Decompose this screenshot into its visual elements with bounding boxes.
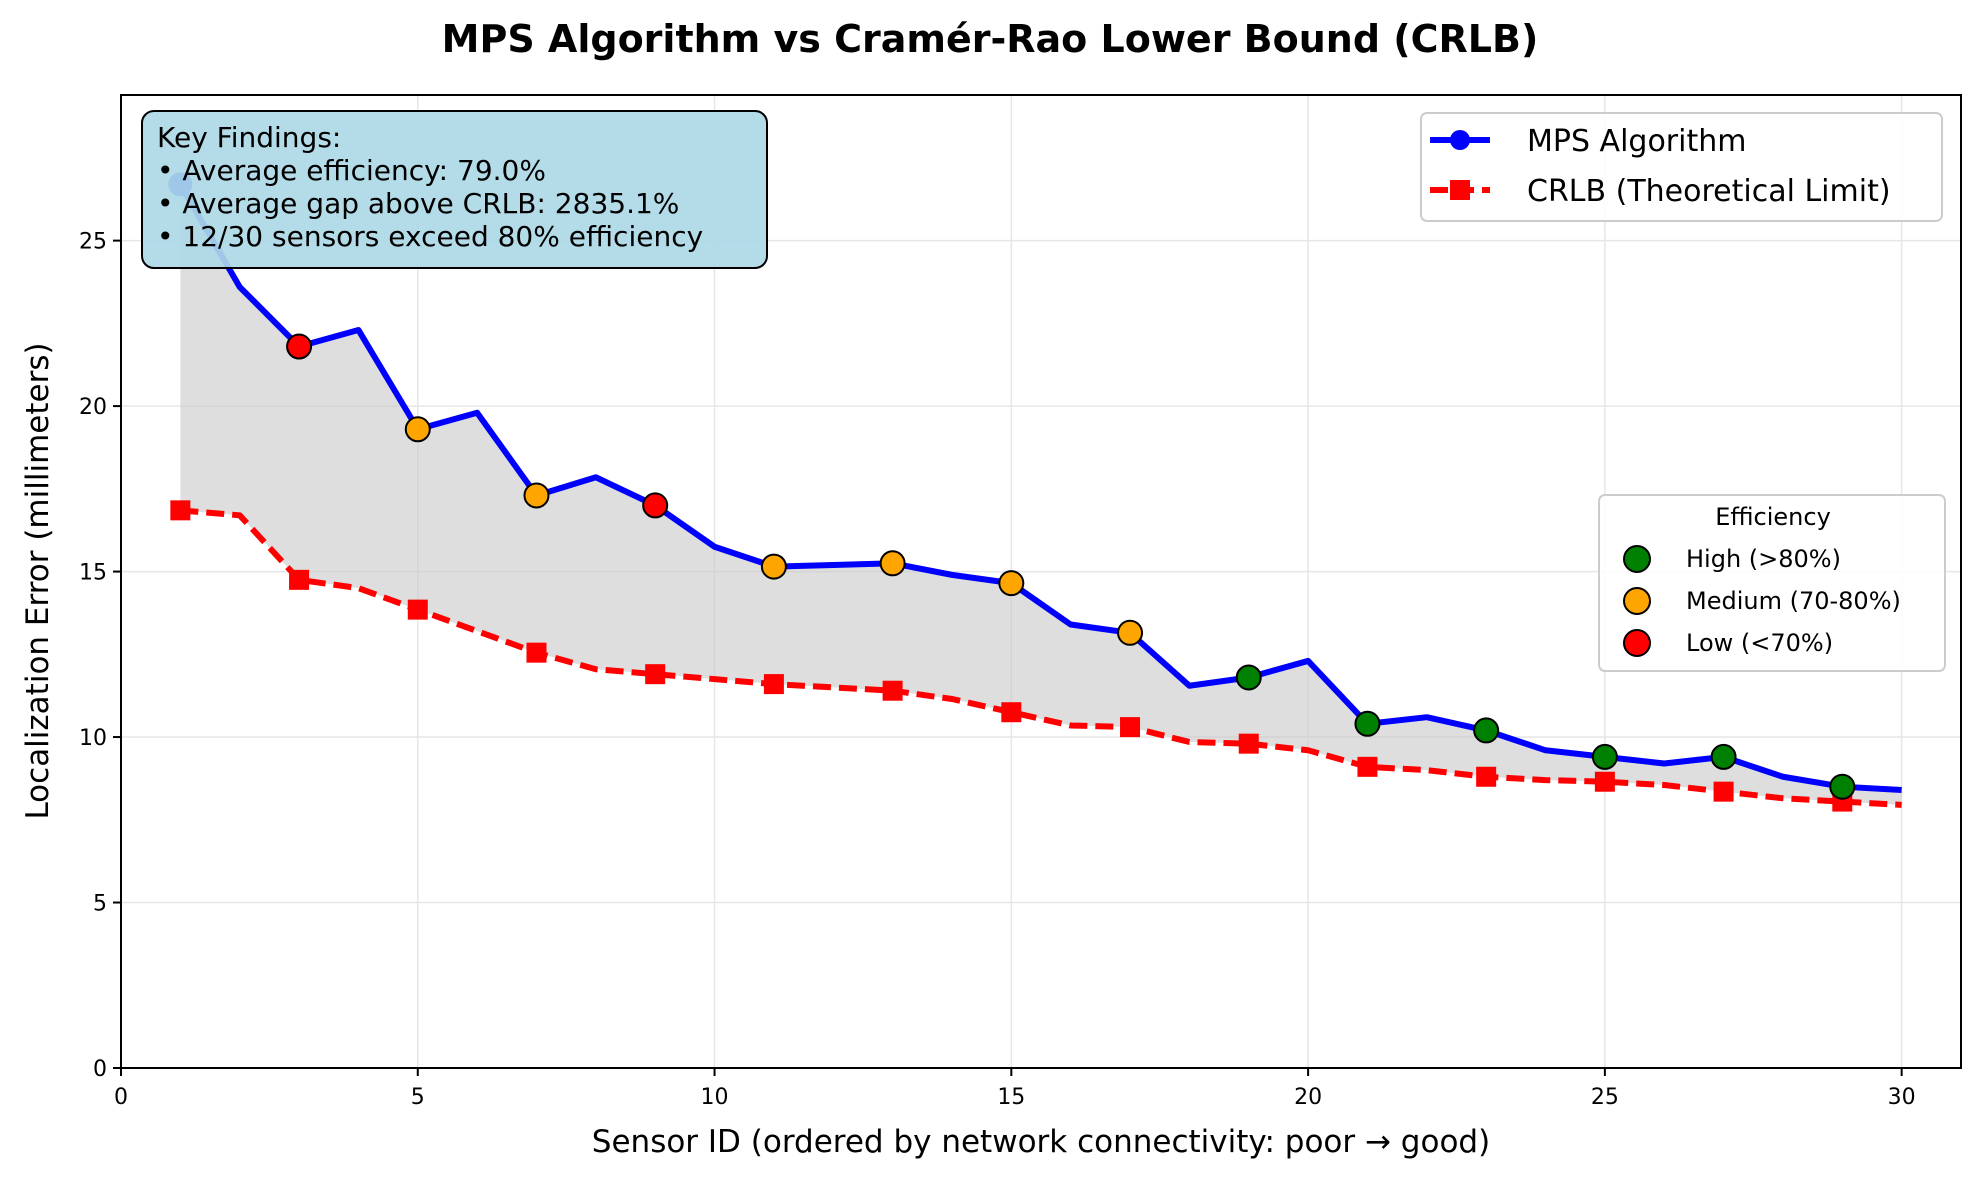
key-findings-box: Key Findings: • Average efficiency: 79.0… [141,110,768,269]
efficiency-legend-high-label: High (>80%) [1686,545,1841,573]
efficiency-marker [1235,664,1262,691]
efficiency-marker [1591,743,1618,770]
key-findings-efficiency: • Average efficiency: 79.0% [157,154,546,187]
crlb-point [170,500,191,521]
efficiency-marker [404,416,431,443]
efficiency-marker [1829,773,1856,800]
key-findings-sensors: • 12/30 sensors exceed 80% efficiency [157,220,703,253]
efficiency-marker [1354,710,1381,737]
efficiency-marker [1710,743,1737,770]
efficiency-marker [998,570,1025,597]
y-axis-title: Localization Error (millimeters) [20,342,56,819]
legend-crlb-marker [1450,180,1470,200]
y-tick-label: 0 [93,1057,107,1082]
legend-crlb-label: CRLB (Theoretical Limit) [1527,174,1891,209]
chart-title: MPS Algorithm vs Cramér-Rao Lower Bound … [442,17,1539,61]
key-findings-heading: Key Findings: [157,121,341,154]
efficiency-legend-medium-marker [1623,587,1651,615]
x-axis-title: Sensor ID (ordered by network connectivi… [592,1124,1490,1160]
efficiency-legend-low-marker [1623,629,1651,657]
y-tick-label: 15 [79,561,107,586]
efficiency-legend-medium-label: Medium (70-80%) [1686,587,1901,615]
efficiency-legend-title: Efficiency [1715,503,1831,531]
y-tick-label: 10 [79,726,107,751]
crlb-point [289,569,310,590]
series-legend: MPS Algorithm CRLB (Theoretical Limit) [1420,112,1943,222]
crlb-point [1594,771,1615,792]
efficiency-marker [760,553,787,580]
x-tick-label: 15 [997,1085,1025,1110]
efficiency-marker [879,550,906,577]
crlb-point [1238,733,1259,754]
x-tick-label: 10 [701,1085,729,1110]
crlb-point [882,680,903,701]
crlb-point [1001,702,1022,723]
crlb-point [526,642,547,663]
efficiency-marker [286,333,313,360]
legend-mps-marker [1450,130,1470,150]
y-tick-label: 20 [79,395,107,420]
legend-mps-label: MPS Algorithm [1527,124,1746,159]
efficiency-legend: Efficiency High (>80%) Medium (70-80%) L… [1598,494,1946,672]
crlb-point [1713,781,1734,802]
x-tick-label: 20 [1294,1085,1322,1110]
crlb-point [645,664,666,685]
crlb-point [1120,717,1141,738]
crlb-point [407,599,428,620]
x-tick-label: 25 [1591,1085,1619,1110]
efficiency-marker [1117,619,1144,646]
efficiency-legend-high-marker [1623,545,1651,573]
series-legend-frame [1420,112,1943,222]
y-tick-label: 25 [79,230,107,255]
gap-fill-area [180,184,1902,805]
efficiency-legend-frame [1598,494,1946,672]
efficiency-marker [523,482,550,509]
axis-ticks: 0 5 10 15 20 25 30 0 5 10 15 20 25 [79,230,1916,1110]
x-tick-label: 5 [411,1085,425,1110]
efficiency-marker [642,492,669,519]
x-tick-label: 30 [1888,1085,1916,1110]
fill-between-area [180,184,1902,805]
efficiency-markers [286,333,1856,800]
key-findings-gap: • Average gap above CRLB: 2835.1% [157,187,679,220]
crlb-point [763,674,784,695]
crlb-point [1357,756,1378,777]
plot-frame [120,94,1962,1069]
crlb-point [1476,766,1497,787]
efficiency-legend-low-label: Low (<70%) [1686,629,1833,657]
x-tick-label: 0 [114,1085,128,1110]
key-findings-background [141,110,768,269]
efficiency-marker [1473,717,1500,744]
y-tick-label: 5 [93,892,107,917]
